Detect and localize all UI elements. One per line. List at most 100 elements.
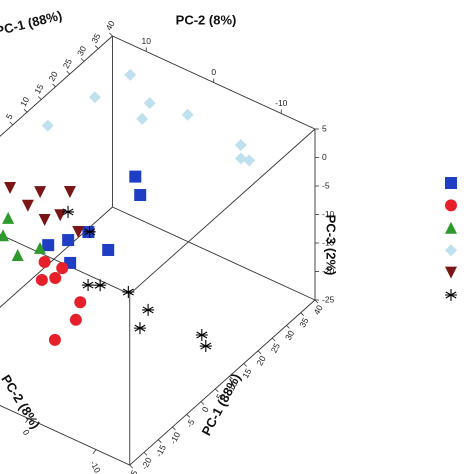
point-square	[134, 189, 147, 202]
tick-label: 30	[283, 328, 296, 341]
tick-label: 0	[322, 152, 327, 162]
tick-mark	[271, 337, 276, 342]
y-axis-title-front: PC-2 (8%)	[0, 372, 43, 431]
tick-label: 10	[226, 379, 239, 392]
tick-label: 5	[4, 112, 15, 121]
point-circle	[49, 272, 62, 285]
tick-label: 0	[200, 405, 211, 414]
tick-label: 10	[18, 95, 31, 108]
tick-label: 0	[211, 67, 216, 77]
tick-label: 5	[322, 123, 327, 133]
point-asterisk	[94, 279, 107, 292]
tick-label: 40	[103, 19, 116, 32]
point-triangle	[11, 248, 24, 261]
tick-label: 15	[240, 367, 253, 380]
tick-label: -15	[153, 443, 168, 459]
tick-mark	[243, 363, 248, 367]
point-circle	[74, 296, 87, 309]
tick-label: -25	[125, 468, 140, 474]
point-asterisk	[82, 279, 95, 292]
tick-mark	[300, 312, 305, 316]
tick-label: 25	[61, 57, 74, 70]
tick-mark	[257, 350, 262, 355]
ticks: 50-5-10-15-20-25404035353030252520201515…	[0, 19, 335, 474]
tick-mark	[94, 45, 99, 49]
point-diamond	[124, 68, 137, 81]
tick-mark	[214, 388, 219, 393]
point-triangle-down	[63, 186, 76, 199]
point-asterisk	[142, 303, 155, 316]
tick-mark	[157, 439, 162, 443]
point-asterisk	[122, 286, 135, 299]
tick-label: -10	[168, 430, 183, 446]
y-axis-title: PC-2 (8%)	[176, 12, 237, 27]
box-edge	[0, 206, 113, 308]
tick-label: 0	[21, 428, 32, 437]
point-diamond	[41, 119, 54, 132]
point-triangle	[0, 229, 10, 242]
tick-label: -10	[275, 98, 288, 108]
point-square	[445, 177, 457, 189]
point-asterisk	[133, 322, 146, 335]
tick-mark	[92, 449, 97, 454]
x-axis-title: PC-1 (88%)	[198, 371, 243, 438]
tick-mark	[229, 375, 233, 380]
box-edge	[129, 128, 316, 295]
point-diamond	[136, 112, 149, 125]
tick-mark	[200, 401, 205, 405]
point-triangle	[33, 241, 46, 254]
point-diamond	[243, 154, 256, 167]
box-edge	[0, 234, 130, 295]
tick-mark	[109, 32, 113, 37]
tick-mark	[286, 325, 290, 329]
points	[0, 68, 256, 353]
tick-label: 20	[254, 354, 267, 367]
tick-label: -10	[88, 459, 103, 474]
tick-label: 35	[89, 31, 102, 44]
tick-label: 10	[142, 36, 152, 46]
tick-label: 40	[311, 303, 324, 316]
tick-mark	[66, 70, 71, 75]
point-asterisk	[445, 289, 457, 301]
tick-label: 20	[46, 70, 59, 83]
point-square	[102, 243, 115, 256]
tick-label: -25	[322, 294, 335, 304]
point-diamond	[445, 244, 457, 257]
tick-label: -5	[322, 180, 330, 190]
tick-label: -15	[322, 237, 335, 247]
tick-mark	[25, 418, 29, 423]
point-diamond	[88, 91, 101, 104]
tick-label: -5	[184, 417, 197, 429]
tick-label: -20	[139, 455, 154, 471]
tick-mark	[37, 96, 42, 100]
tick-mark	[9, 121, 14, 126]
point-circle	[48, 333, 61, 346]
point-diamond	[234, 152, 247, 165]
point-circle	[56, 262, 69, 275]
tick-label: 0	[0, 124, 1, 133]
tick-mark	[186, 414, 191, 418]
tick-label: 30	[75, 44, 88, 57]
x-axis-title-back: PC-1 (88%)	[0, 8, 64, 39]
tick-label: 15	[32, 82, 45, 95]
point-circle	[69, 313, 82, 326]
point-square	[129, 170, 142, 183]
point-square	[42, 239, 55, 252]
point-diamond	[181, 108, 194, 121]
point-triangle-down	[21, 199, 34, 212]
point-asterisk	[199, 340, 212, 353]
legend	[445, 177, 457, 301]
point-square	[62, 234, 75, 247]
point-diamond	[143, 97, 156, 110]
point-triangle-down	[445, 266, 457, 279]
point-triangle-down	[34, 186, 47, 199]
tick-mark	[23, 108, 28, 113]
tick-mark	[314, 299, 319, 304]
point-asterisk	[195, 328, 208, 341]
point-triangle-down	[54, 209, 67, 222]
box-edge	[0, 35, 113, 137]
box-edge	[112, 206, 316, 301]
point-triangle	[2, 211, 15, 224]
